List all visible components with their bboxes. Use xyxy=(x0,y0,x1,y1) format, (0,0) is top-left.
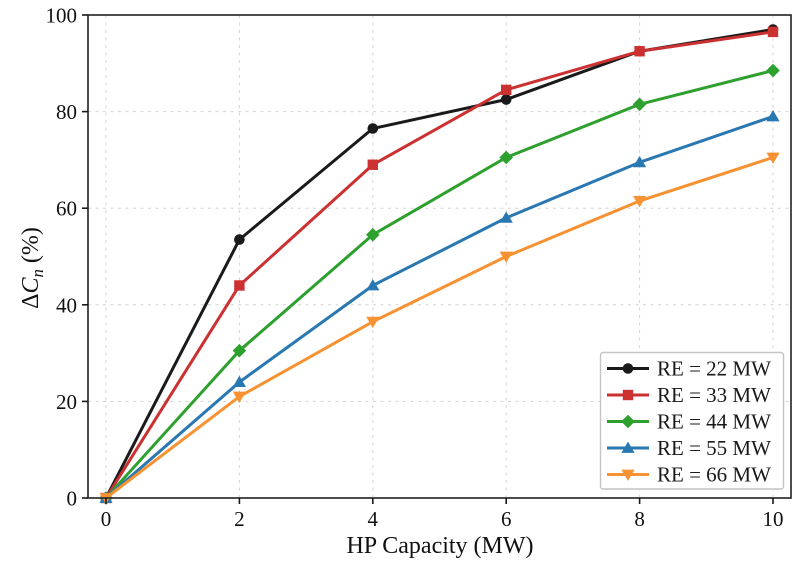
y-tick-label: 0 xyxy=(67,487,78,511)
data-point-3 xyxy=(766,110,780,122)
data-point-4 xyxy=(232,391,246,403)
y-tick-label: 60 xyxy=(56,197,77,221)
x-tick-label: 6 xyxy=(501,507,512,531)
data-point-1 xyxy=(234,280,245,291)
y-tick-label: 100 xyxy=(46,4,78,28)
data-point-2 xyxy=(499,150,513,165)
series-line-4 xyxy=(104,155,775,500)
legend-box xyxy=(599,351,785,490)
x-axis-label: HP Capacity (MW) xyxy=(346,533,534,559)
data-point-2 xyxy=(766,63,780,78)
legend-label-2: RE = 44 MW xyxy=(657,410,771,434)
legend-label-4: RE = 66 MW xyxy=(657,463,771,487)
data-point-3 xyxy=(232,375,246,387)
data-point-4 xyxy=(366,316,380,329)
y-axis-label-variable: C xyxy=(18,277,45,294)
x-tick-label: 10 xyxy=(763,507,784,531)
legend-label-1: RE = 33 MW xyxy=(657,383,771,407)
legend-marker-circle-icon xyxy=(622,363,634,374)
data-point-2 xyxy=(232,343,247,358)
data-point-2 xyxy=(366,227,380,242)
data-point-1 xyxy=(634,46,645,57)
data-point-2 xyxy=(632,97,647,112)
y-tick-label: 20 xyxy=(56,390,77,414)
data-point-0 xyxy=(367,123,379,134)
series-line-1 xyxy=(104,30,775,500)
x-tick-label: 0 xyxy=(101,507,112,531)
legend-marker-square-icon xyxy=(622,389,634,401)
legend-label-0: RE = 22 MW xyxy=(657,357,771,381)
y-axis-label-delta: Δ xyxy=(18,293,45,309)
legend-marker-triangle-down-icon xyxy=(621,469,635,481)
data-point-3 xyxy=(499,211,513,223)
data-point-3 xyxy=(366,279,380,291)
y-tick-label: 80 xyxy=(56,100,77,124)
data-point-0 xyxy=(500,94,512,105)
x-tick-label: 2 xyxy=(234,507,245,531)
series-line-2 xyxy=(104,69,775,500)
data-point-4 xyxy=(499,251,513,263)
data-point-1 xyxy=(767,26,779,38)
x-tick-label: 8 xyxy=(634,507,645,531)
data-point-4 xyxy=(633,196,647,208)
plot-frame xyxy=(87,14,792,499)
legend-marker-triangle-up-icon xyxy=(621,441,635,453)
data-point-1 xyxy=(501,84,512,96)
legend-label-3: RE = 55 MW xyxy=(657,436,771,460)
x-tick-label: 4 xyxy=(368,507,379,531)
y-axis-label-subscript: n xyxy=(27,269,47,278)
series-line-3 xyxy=(104,114,775,500)
data-point-0 xyxy=(234,234,245,245)
y-axis-label-unit: (%) xyxy=(18,227,45,270)
y-axis-label: ΔCn (%) xyxy=(18,227,48,309)
legend-marker-diamond-icon xyxy=(621,414,635,429)
data-point-3 xyxy=(633,155,647,168)
data-point-4 xyxy=(766,152,780,164)
data-point-1 xyxy=(367,159,378,170)
y-tick-label: 40 xyxy=(56,293,77,317)
